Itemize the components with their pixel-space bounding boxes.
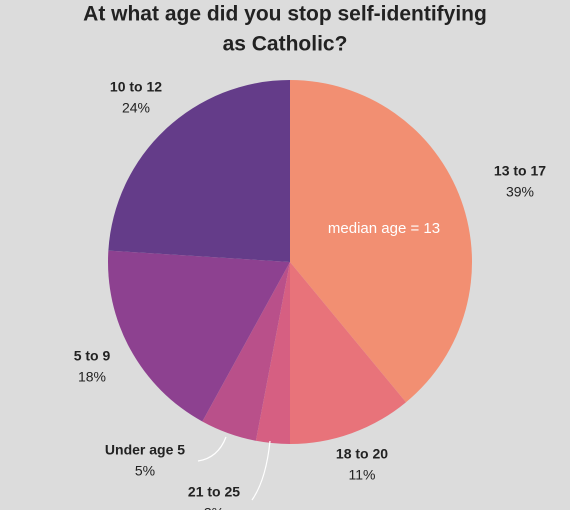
value-label: 3% — [204, 505, 224, 510]
value-label: 5% — [135, 463, 155, 479]
value-label: 18% — [78, 369, 106, 385]
pie-slice — [255, 262, 290, 444]
pie-slice — [108, 250, 290, 422]
category-label: 21 to 25 — [188, 484, 240, 500]
value-label: 24% — [122, 100, 150, 116]
value-label: 39% — [506, 184, 534, 200]
category-label: 18 to 20 — [336, 446, 388, 462]
value-label: 11% — [349, 467, 376, 483]
leader-line — [251, 440, 271, 501]
pie — [108, 80, 473, 444]
category-label: Under age 5 — [105, 442, 185, 458]
pie-slice — [290, 80, 473, 403]
pie-slice — [108, 80, 291, 262]
leader-line — [197, 436, 227, 462]
category-label: 10 to 12 — [110, 79, 162, 95]
chart-title: At what age did you stop self-identifyin… — [83, 3, 487, 26]
category-label: 13 to 17 — [494, 163, 546, 179]
chart-title: as Catholic? — [223, 33, 348, 56]
annotation: median age = 13 — [328, 220, 440, 237]
pie-slice — [290, 262, 407, 444]
category-label: 5 to 9 — [74, 348, 111, 364]
pie-slice — [202, 262, 290, 441]
